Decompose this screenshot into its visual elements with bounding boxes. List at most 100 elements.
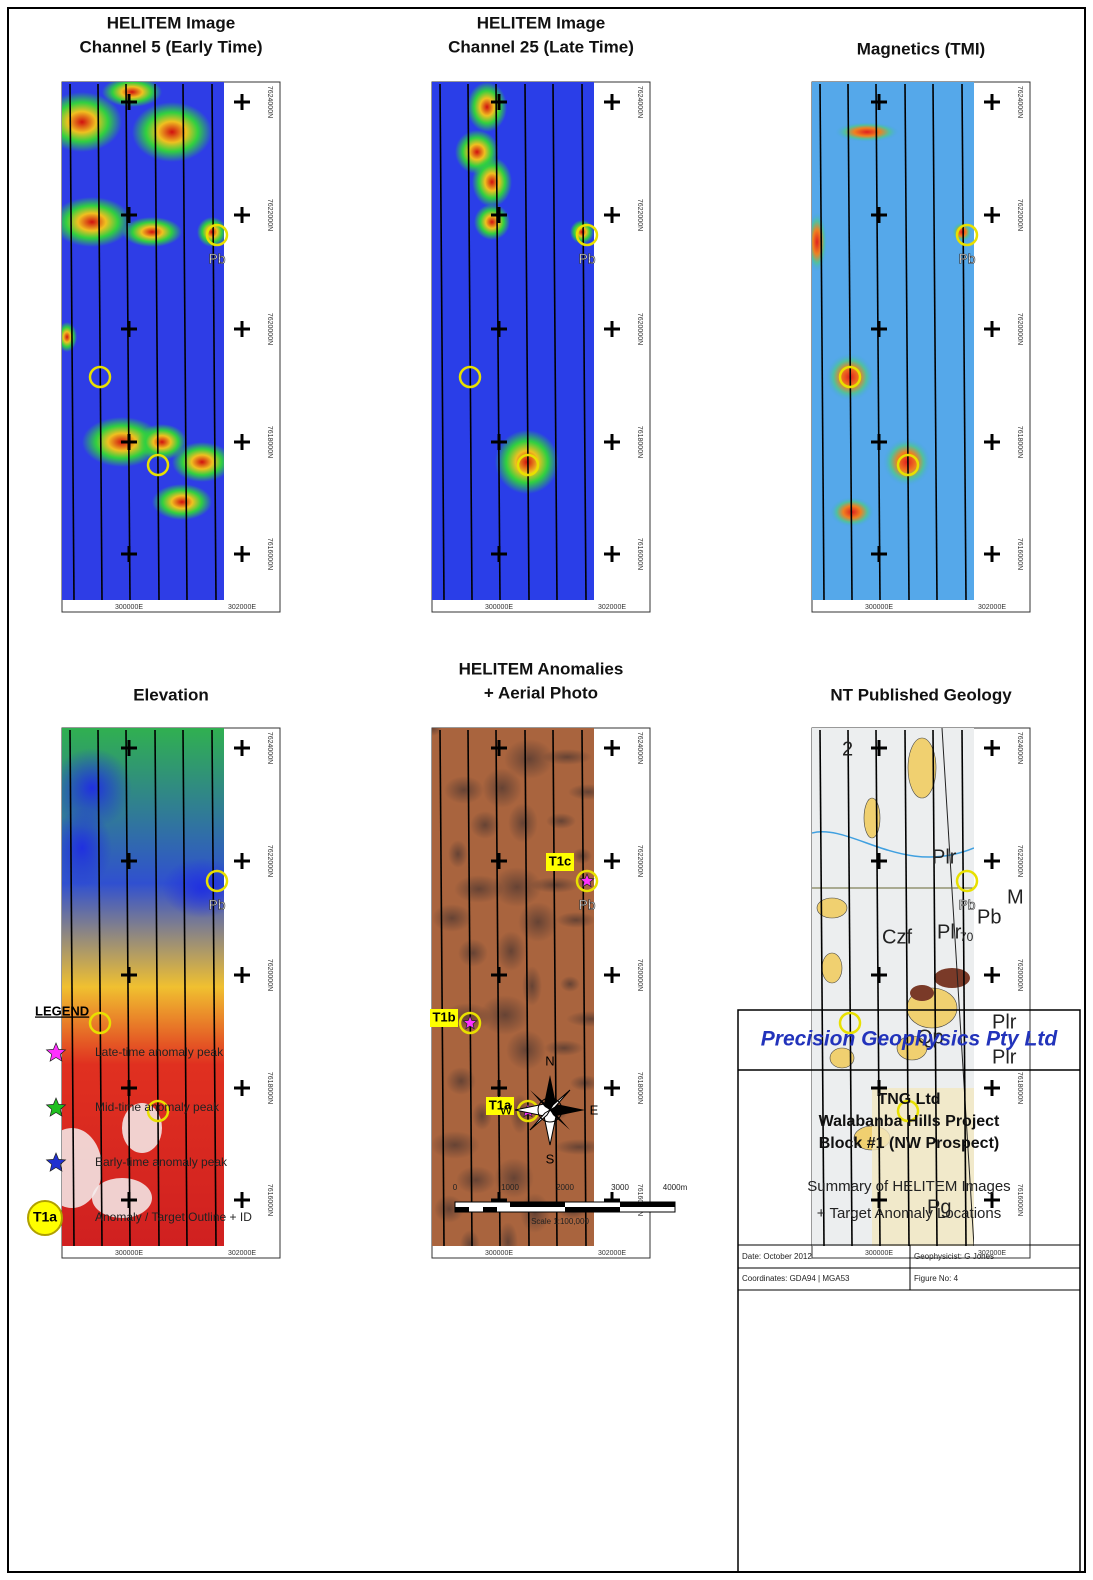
- northing-label: 7618000N: [266, 426, 273, 458]
- summary-line: + Target Anomaly Locations: [817, 1205, 1001, 1222]
- project-line: Walabanba Hills Project: [819, 1113, 1000, 1130]
- northing-label: 7616000N: [1016, 1184, 1023, 1216]
- easting-label: 300000E: [865, 604, 893, 611]
- dark-patch: [560, 976, 580, 992]
- map-image: [432, 82, 594, 600]
- northing-label: 7622000N: [266, 199, 273, 231]
- compass-n: N: [545, 1053, 554, 1068]
- map-panel: Elevation7624000N7622000N7620000N7618000…: [42, 685, 280, 1258]
- pb-label: Pb: [208, 251, 225, 267]
- northing-label: 7620000N: [636, 959, 643, 991]
- dark-patch: [432, 904, 472, 932]
- legend-title: LEGEND: [35, 1003, 89, 1018]
- scale-caption: Scale 1:100,000: [531, 1217, 589, 1226]
- anomaly-blob: [57, 322, 77, 352]
- map-panel: HELITEM Anomalies+ Aerial Photo7624000N7…: [422, 659, 650, 1262]
- northing-label: 7622000N: [1016, 845, 1023, 877]
- legend-symbol-text: T1a: [33, 1209, 57, 1225]
- northing-label: 7620000N: [1016, 313, 1023, 345]
- northing-label: 7616000N: [266, 538, 273, 570]
- panel-title: Elevation: [133, 685, 209, 704]
- project-line: TNG Ltd: [877, 1091, 940, 1108]
- dark-patch: [482, 768, 522, 808]
- geology-unit: [908, 738, 936, 798]
- compass-e: E: [590, 1102, 599, 1117]
- panel-title: NT Published Geology: [830, 685, 1012, 704]
- map-panel: HELITEM ImageChannel 5 (Early Time)76240…: [42, 13, 280, 612]
- anomaly-blob: [42, 92, 122, 152]
- northing-label: 7620000N: [1016, 959, 1023, 991]
- northing-label: 7622000N: [1016, 199, 1023, 231]
- northing-label: 7618000N: [636, 426, 643, 458]
- dark-patch: [470, 811, 500, 839]
- geology-code: Czf: [882, 926, 912, 948]
- northing-label: 7616000N: [1016, 538, 1023, 570]
- map-background: [432, 82, 594, 600]
- pb-label: Pb: [208, 897, 225, 913]
- map-panel: NT Published Geology 7624000N 7622000N 7620…: [812, 685, 1032, 1258]
- scale-tick: 4000m: [663, 1183, 688, 1192]
- map-panel: HELITEM ImageChannel 25 (Late Time)76240…: [432, 13, 650, 612]
- geology-code: Pb: [977, 906, 1001, 928]
- anomaly-blob: [152, 484, 212, 520]
- dark-patch: [448, 840, 468, 868]
- easting-label: 302000E: [598, 1250, 626, 1257]
- northing-label: 7618000N: [636, 1072, 643, 1104]
- geology-unit: [822, 953, 842, 983]
- dark-patch: [508, 803, 538, 843]
- geology-unit: [864, 798, 880, 838]
- map-image: [807, 82, 974, 600]
- compass-s: S: [546, 1151, 555, 1166]
- panel-title: Magnetics (TMI): [857, 39, 985, 58]
- panel-title: HELITEM Anomalies: [459, 659, 624, 678]
- dark-patch: [546, 813, 576, 829]
- dark-patch: [506, 1030, 546, 1070]
- map-background: [62, 82, 224, 600]
- geology-code: Plr: [932, 846, 957, 868]
- figure: HELITEM ImageChannel 5 (Early Time)76240…: [0, 0, 1093, 1580]
- dark-patch: [480, 995, 530, 1035]
- dark-patch: [522, 966, 542, 1006]
- dark-patch: [444, 776, 484, 804]
- northing-label: 7616000N: [266, 1184, 273, 1216]
- northing-label: 7622000N: [636, 199, 643, 231]
- anomaly-blob: [807, 212, 827, 272]
- northing-label: 7620000N: [266, 313, 273, 345]
- pb-label: Pb: [578, 251, 595, 267]
- northing-label: 7618000N: [1016, 426, 1023, 458]
- geology-unit: [910, 985, 934, 1001]
- easting-label: 302000E: [228, 604, 256, 611]
- northing-label: 7624000N: [1016, 732, 1023, 764]
- pb-label: Pb: [958, 251, 975, 267]
- geology-code: Plr: [937, 921, 962, 943]
- geology-code: M: [1007, 886, 1024, 908]
- anomaly-blob: [172, 442, 232, 482]
- target-id: T1b: [432, 1009, 455, 1024]
- map-panel: Magnetics (TMI)7624000N7622000N7620000N7…: [807, 39, 1030, 612]
- geology-code: 70: [960, 930, 974, 944]
- legend-item: Mid-time anomaly peak: [95, 1100, 220, 1114]
- panel-title: HELITEM Image: [107, 13, 235, 32]
- map-image: [422, 720, 616, 1262]
- northing-label: 7624000N: [266, 86, 273, 118]
- northing-label: 7618000N: [1016, 1072, 1023, 1104]
- compass-w: W: [500, 1102, 513, 1117]
- dark-patch: [518, 902, 558, 942]
- scale-tick: 3000: [611, 1183, 629, 1192]
- legend-item: Anomaly / Target Outline + ID: [95, 1210, 252, 1224]
- anomaly-blob: [122, 217, 182, 247]
- easting-label: 302000E: [978, 604, 1006, 611]
- dark-patch: [572, 848, 592, 864]
- geology-code: 2: [842, 738, 853, 760]
- northing-label: 7622000N: [266, 845, 273, 877]
- info-cell: Coordinates: GDA94 | MGA53: [742, 1274, 850, 1283]
- info-cell: Geophysicist: G Jones: [914, 1252, 994, 1261]
- dark-patch: [422, 720, 442, 736]
- legend-item: Late-time anomaly peak: [95, 1045, 224, 1059]
- easting-label: 302000E: [598, 604, 626, 611]
- project-line: Block #1 (NW Prospect): [819, 1135, 999, 1152]
- anomaly-blob: [570, 220, 594, 244]
- northing-label: 7620000N: [636, 313, 643, 345]
- dark-patch: [458, 939, 488, 967]
- easting-label: 300000E: [865, 1250, 893, 1257]
